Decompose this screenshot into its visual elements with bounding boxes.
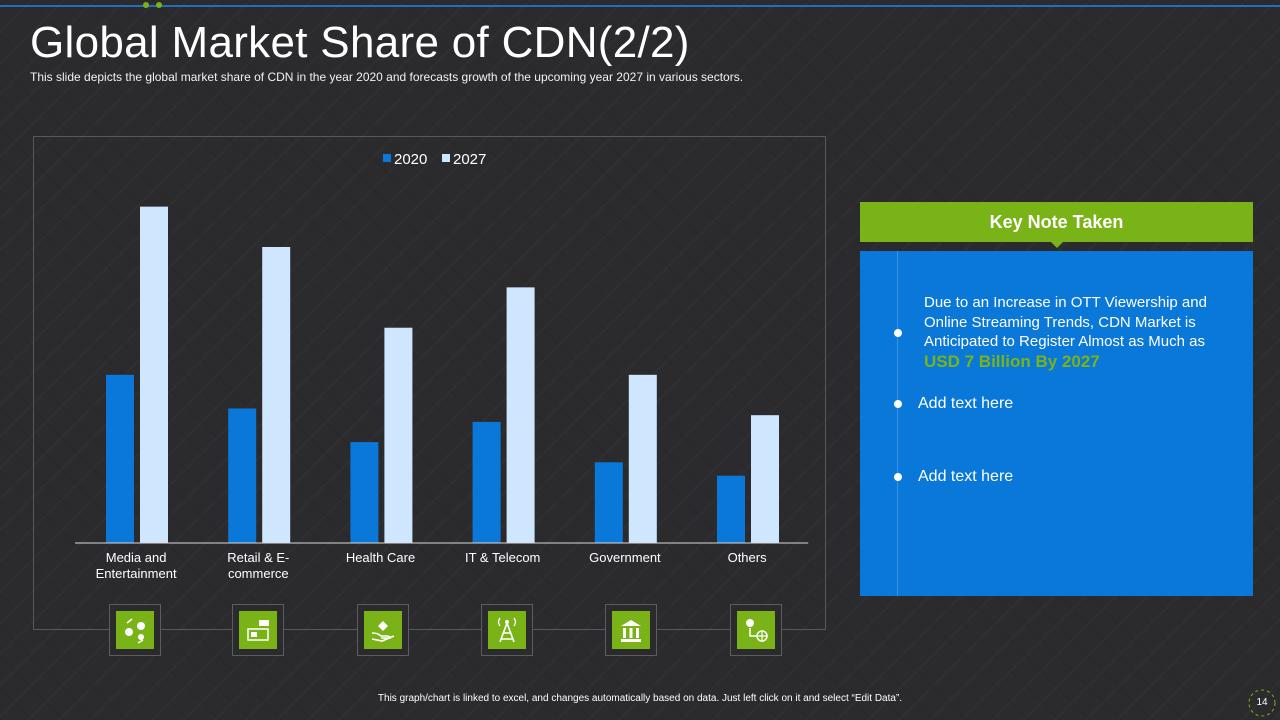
bar-2020-4 xyxy=(594,462,623,543)
top-dot xyxy=(156,2,162,8)
x-tick-label: Retail & E- xyxy=(227,550,289,565)
top-dot xyxy=(143,2,149,8)
people-exchange-icon xyxy=(116,611,154,649)
sector-icon-tile xyxy=(357,604,409,656)
sector-icon-tile xyxy=(109,604,161,656)
hand-heart-icon xyxy=(364,611,402,649)
x-tick-label: commerce xyxy=(228,566,289,581)
sector-icon-tile xyxy=(605,604,657,656)
x-tick-label: Others xyxy=(728,550,768,565)
chart-frame[interactable]: Media and Entertainment Retail & E-commerc… xyxy=(33,136,826,630)
key-note-item: Add text here xyxy=(918,395,1014,412)
timeline-line xyxy=(897,251,898,596)
bullet-dot xyxy=(894,400,902,408)
legend-swatch-2020 xyxy=(383,154,391,162)
bar-2027-0 xyxy=(140,206,168,543)
shop-icon xyxy=(239,611,277,649)
page-number-text: 14 xyxy=(1256,697,1268,708)
bar-2027-1 xyxy=(262,247,291,543)
sector-icon-tile xyxy=(730,604,782,656)
x-tick-label: Media and xyxy=(106,550,167,565)
bar-2020-0 xyxy=(106,374,134,543)
bar-2027-3 xyxy=(506,287,535,543)
key-note-highlight: USD 7 Billion By 2027 xyxy=(924,351,1100,371)
x-tick-label: Government xyxy=(589,550,661,565)
sector-icon-tile xyxy=(232,604,284,656)
key-note-item: Add text here xyxy=(918,468,1014,485)
x-tick-label: IT & Telecom xyxy=(465,550,540,565)
bar-2027-4 xyxy=(628,374,657,543)
key-note-main: Due to an Increase in OTT Viewership and… xyxy=(924,294,1207,350)
legend-label: 2020 xyxy=(394,151,427,168)
sector-icon-tile xyxy=(481,604,533,656)
footer-note: This graph/chart is linked to excel, and… xyxy=(377,693,903,704)
government-building-icon xyxy=(612,611,650,649)
x-tick-label: Health Care xyxy=(346,550,415,565)
key-note-main-text: Due to an Increase in OTT Viewership and… xyxy=(924,293,1224,372)
bar-2027-5 xyxy=(751,415,779,543)
x-tick-label: Entertainment xyxy=(96,566,177,581)
key-note-panel: Due to an Increase in OTT Viewership and… xyxy=(860,251,1253,596)
bullet-dot xyxy=(894,473,902,481)
bar-2027-2 xyxy=(384,327,413,543)
bar-2020-5 xyxy=(717,475,745,543)
slide-title: Global Market Share of CDN(2/2) xyxy=(30,18,690,67)
top-accent-line xyxy=(0,5,1280,7)
page-number: 14 xyxy=(1246,687,1278,719)
bar-2020-2 xyxy=(350,442,379,543)
legend-swatch-2027 xyxy=(442,154,450,162)
legend-label: 2027 xyxy=(453,151,486,168)
bar-2020-1 xyxy=(228,408,257,543)
slide-subtitle: This slide depicts the global market sha… xyxy=(30,70,744,84)
key-note-pointer xyxy=(1051,242,1063,248)
bullet-dot xyxy=(894,329,902,337)
dollar-globe-icon xyxy=(737,611,775,649)
tower-icon xyxy=(488,611,526,649)
key-note-header: Key Note Taken xyxy=(860,202,1253,242)
page-ring-icon xyxy=(1248,689,1276,717)
bar-2020-3 xyxy=(472,421,501,543)
